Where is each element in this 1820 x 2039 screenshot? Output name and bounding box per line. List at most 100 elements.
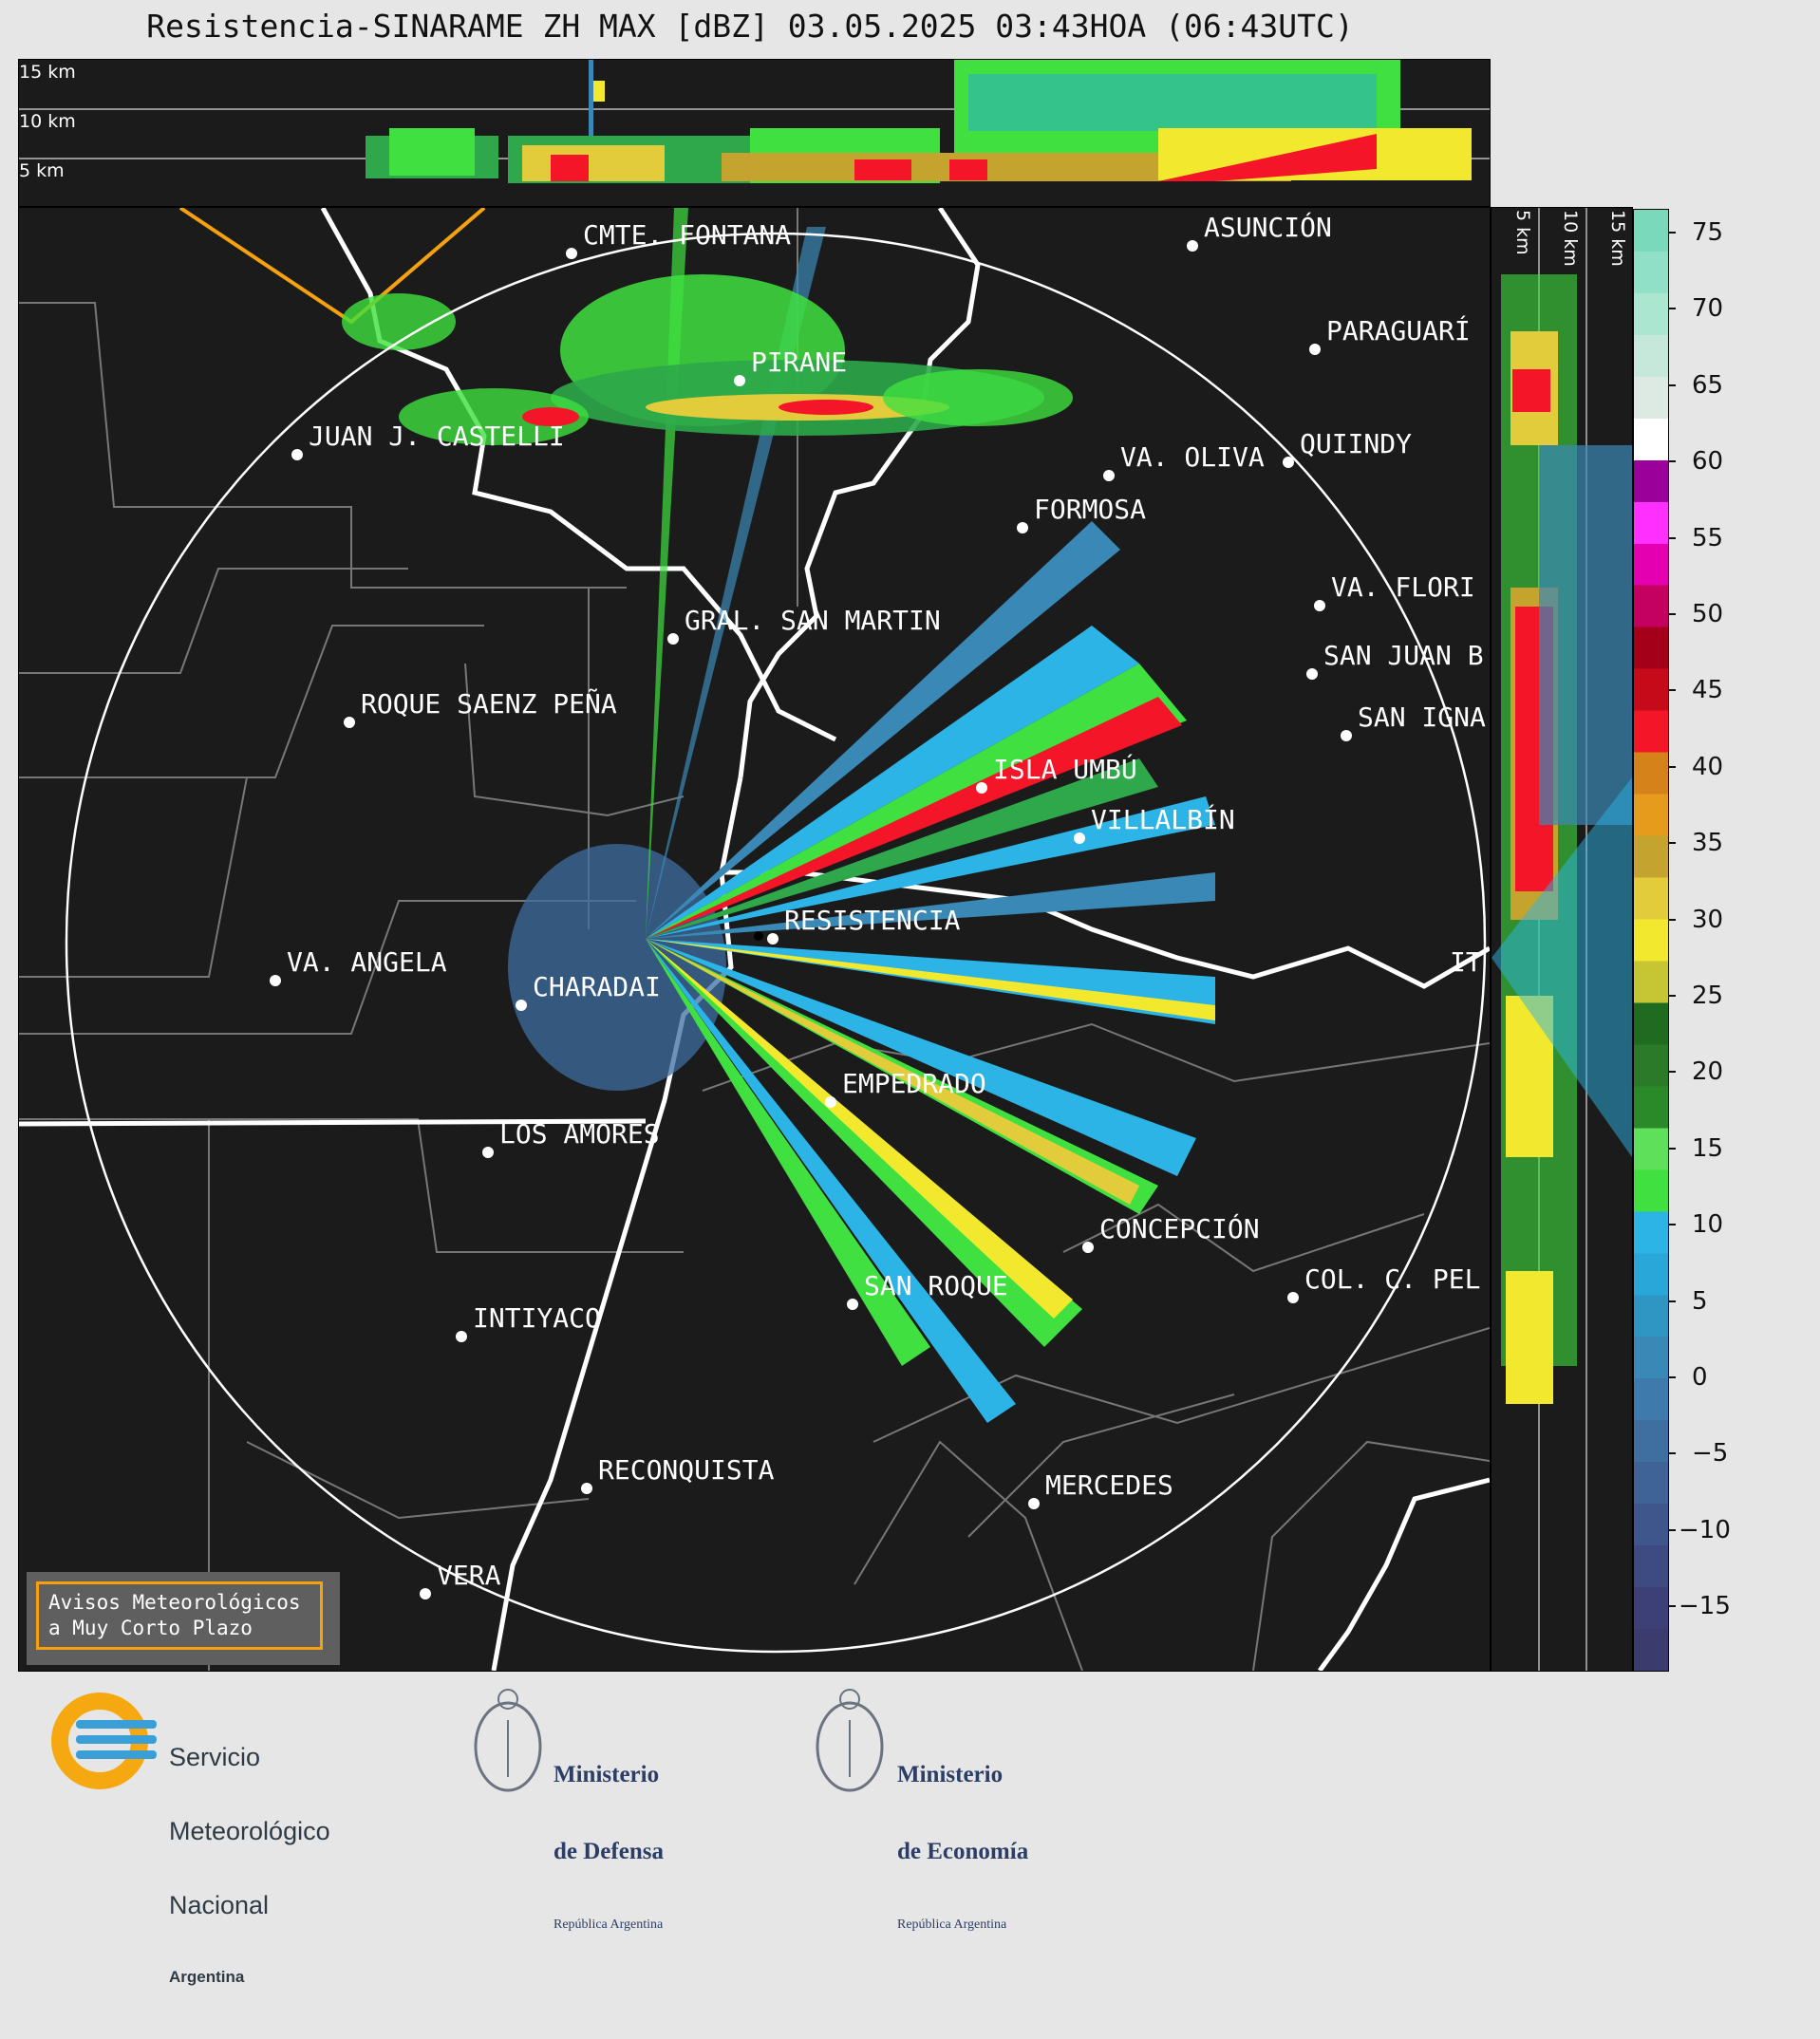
side-altitude-label: 15 km xyxy=(1607,210,1628,267)
top-altitude-label: 5 km xyxy=(19,160,65,181)
city-label: RECONQUISTA xyxy=(598,1454,775,1486)
city-label: EMPEDRADO xyxy=(842,1068,986,1099)
city-dot xyxy=(420,1588,431,1599)
city-label: SAN ROQUE xyxy=(864,1270,1008,1301)
city-dot xyxy=(667,633,679,645)
colorbar-tick-label: 40 xyxy=(1692,752,1724,781)
city-label: ROQUE SAENZ PEÑA xyxy=(361,687,617,720)
city-label: INTIYACO xyxy=(473,1302,601,1334)
colorbar-tick-mark xyxy=(1668,536,1676,539)
city-dot xyxy=(581,1483,592,1494)
city-dot xyxy=(847,1299,858,1310)
colorbar-tick-label: 60 xyxy=(1692,447,1724,477)
city-dot xyxy=(516,1000,527,1011)
defensa-seal-icon xyxy=(474,1689,542,1792)
top-altitude-label: 10 km xyxy=(19,111,76,132)
economia-logo-text: Ministerio de Economía República Argenti… xyxy=(897,1762,1029,1932)
side-cross-section-panel: 5 km 10 km 15 km xyxy=(1491,207,1633,1672)
colorbar-tick-label: −5 xyxy=(1692,1439,1729,1468)
colorbar-tick-mark xyxy=(1668,613,1676,615)
city-dot xyxy=(767,933,779,945)
colorbar-tick-label: 20 xyxy=(1692,1057,1724,1087)
city-dot xyxy=(976,782,987,794)
side-cross-section-echoes xyxy=(1492,208,1632,1671)
city-label: VA. ANGELA xyxy=(287,946,447,978)
city-dot xyxy=(1017,522,1028,533)
city-dot xyxy=(1103,470,1115,481)
city-label: QUIINDY xyxy=(1300,428,1412,459)
city-dot xyxy=(1082,1242,1094,1253)
warning-legend-box: Avisos Meteorológicos a Muy Corto Plazo xyxy=(27,1572,340,1665)
city-label: VA. OLIVA xyxy=(1120,441,1265,473)
northern-storm-band xyxy=(342,274,1073,445)
colorbar-tick-label: 70 xyxy=(1692,294,1724,324)
colorbar-tick-label: −10 xyxy=(1679,1515,1731,1544)
colorbar-tick-mark xyxy=(1668,842,1676,845)
city-markers: CMTE. FONTANA ASUNCIÓN PARAGUARÍ PIRANE … xyxy=(270,211,1486,1599)
city-dot xyxy=(344,717,355,728)
colorbar-tick-mark xyxy=(1668,232,1676,234)
colorbar-tick-label: 15 xyxy=(1692,1133,1724,1163)
colorbar-tick-mark xyxy=(1668,1300,1676,1302)
side-altitude-label: 5 km xyxy=(1512,210,1533,255)
city-dot xyxy=(456,1331,467,1342)
colorbar-tick-label: 0 xyxy=(1692,1363,1708,1392)
city-dot xyxy=(1341,730,1352,741)
ground-clutter xyxy=(508,844,726,1091)
city-label: CHARADAI xyxy=(533,971,661,1002)
city-dot xyxy=(1028,1498,1040,1509)
colorbar-tick-mark xyxy=(1668,995,1676,997)
colorbar-tick-label: 75 xyxy=(1692,218,1724,247)
colorbar-tick-label: 30 xyxy=(1692,905,1724,934)
city-label: CMTE. FONTANA xyxy=(583,219,791,251)
city-dot xyxy=(1187,240,1198,252)
city-label: LOS AMORES xyxy=(499,1118,660,1150)
radar-map: CMTE. FONTANA ASUNCIÓN PARAGUARÍ PIRANE … xyxy=(18,207,1491,1672)
city-label: FORMOSA xyxy=(1034,494,1146,525)
radar-map-svg: CMTE. FONTANA ASUNCIÓN PARAGUARÍ PIRANE … xyxy=(19,208,1490,1671)
radar-site-marker xyxy=(754,931,763,941)
warning-line-1: Avisos Meteorológicos xyxy=(48,1591,301,1614)
city-label: ISLA UMBÚ xyxy=(993,753,1137,785)
warning-line-2: a Muy Corto Plazo xyxy=(48,1617,253,1639)
smn-logo-text: Servicio Meteorológico Nacional Argentin… xyxy=(169,1743,330,1987)
city-dot xyxy=(734,375,745,386)
colorbar-tick-label: 5 xyxy=(1692,1286,1708,1316)
city-dot xyxy=(1309,344,1321,355)
city-dot xyxy=(1306,668,1318,680)
city-label: CONCEPCIÓN xyxy=(1099,1212,1260,1244)
chart-title: Resistencia-SINARAME ZH MAX [dBZ] 03.05.… xyxy=(146,8,1354,45)
top-cross-section-echoes xyxy=(19,60,1490,183)
city-label: GRAL. SAN MARTIN xyxy=(685,605,941,636)
colorbar-tick-label: 50 xyxy=(1692,600,1724,628)
colorbar-tick-mark xyxy=(1668,1452,1676,1455)
city-dot xyxy=(270,975,281,986)
side-altitude-label: 10 km xyxy=(1560,210,1581,267)
colorbar-tick-mark xyxy=(1668,1224,1676,1226)
city-label: COL. C. PEL xyxy=(1304,1263,1480,1295)
colorbar-tick-label: 25 xyxy=(1692,982,1724,1010)
top-altitude-label: 15 km xyxy=(19,62,76,83)
dbz-colorbar xyxy=(1633,209,1669,1672)
city-label: MERCEDES xyxy=(1045,1469,1173,1501)
colorbar-tick-mark xyxy=(1668,460,1676,463)
economia-seal-icon xyxy=(816,1689,884,1792)
colorbar-tick-mark xyxy=(1668,1605,1676,1608)
colorbar-tick-mark xyxy=(1668,689,1676,692)
echo-spokes xyxy=(646,208,1215,1423)
colorbar-tick-label: 65 xyxy=(1692,370,1724,400)
colorbar-tick-mark xyxy=(1668,308,1676,310)
city-dot xyxy=(291,449,303,460)
city-label: IT xyxy=(1450,946,1482,978)
smn-logo-icon xyxy=(51,1693,157,1789)
city-label: VA. FLORI xyxy=(1331,571,1475,603)
city-dot xyxy=(825,1096,836,1108)
city-label: PARAGUARÍ xyxy=(1326,314,1471,346)
colorbar-tick-mark xyxy=(1668,918,1676,921)
colorbar-tick-mark xyxy=(1668,383,1676,386)
city-dot xyxy=(1074,832,1085,844)
footer-logos: Servicio Meteorológico Nacional Argentin… xyxy=(0,1673,1820,1986)
city-dot xyxy=(1314,600,1325,611)
city-label: JUAN J. CASTELLI xyxy=(309,421,565,452)
colorbar-tick-mark xyxy=(1668,1376,1676,1378)
